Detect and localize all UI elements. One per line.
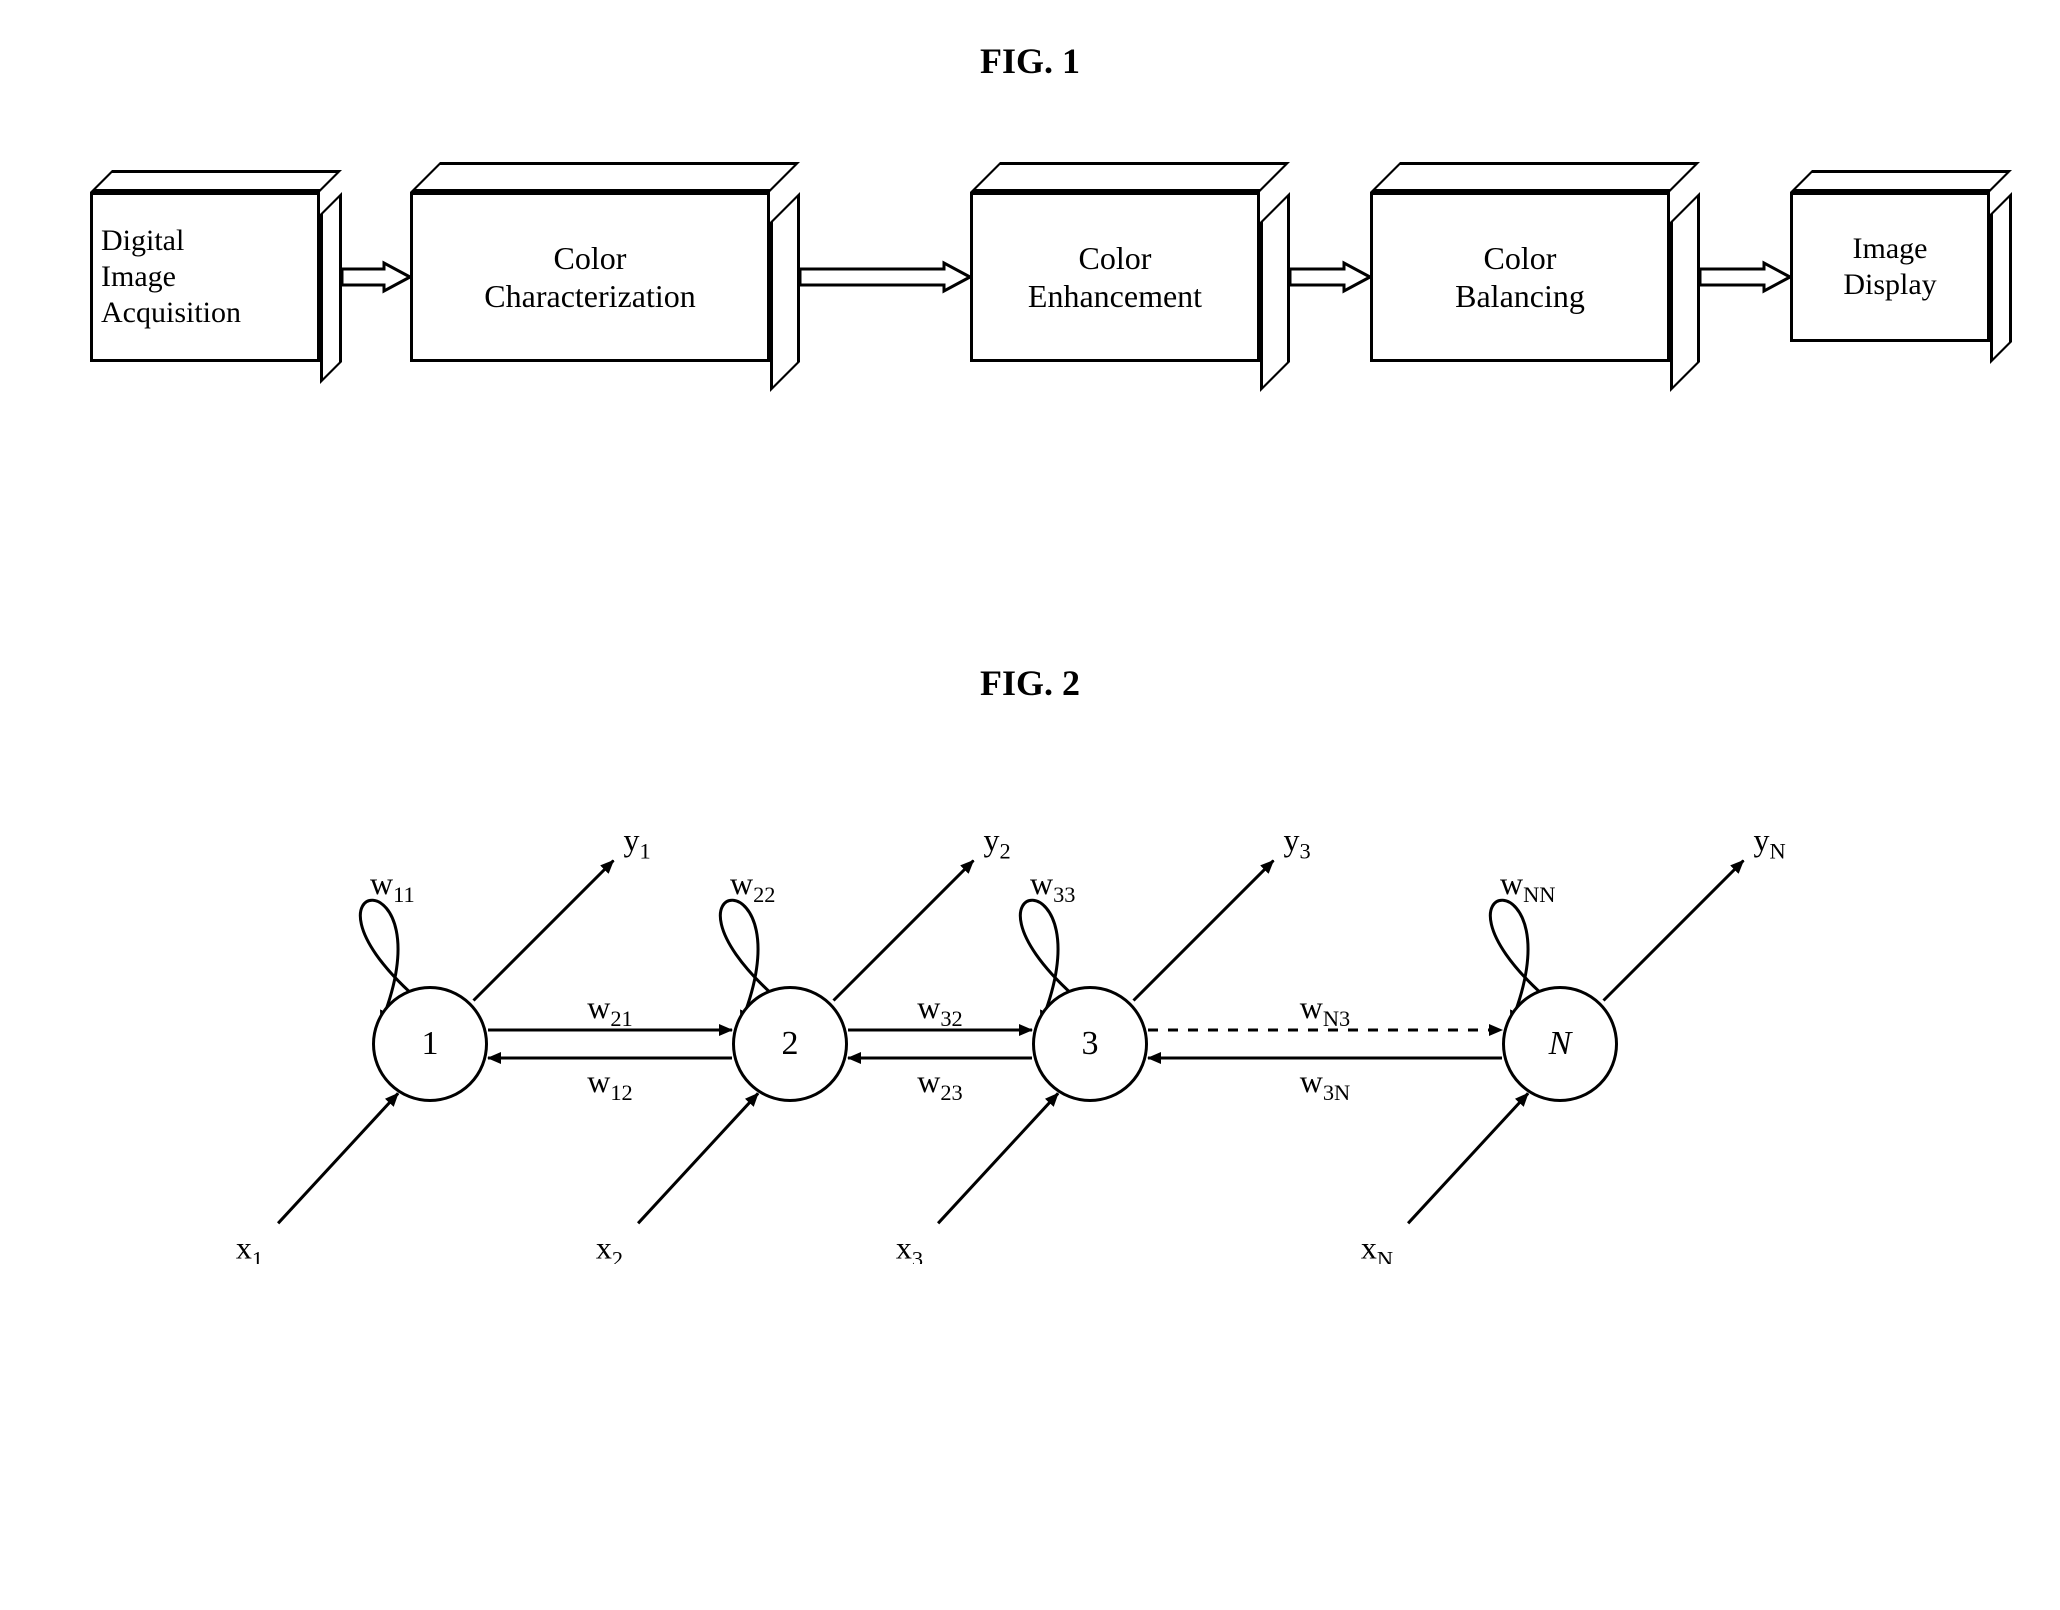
flow-arrow bbox=[1700, 259, 1790, 295]
flow-arrow bbox=[342, 259, 410, 295]
network-node: 1 bbox=[372, 986, 488, 1102]
flow-box-b5: ImageDisplay bbox=[1790, 170, 2012, 342]
flow-box-label: ColorCharacterization bbox=[410, 192, 770, 362]
network-node: N bbox=[1502, 986, 1618, 1102]
flow-box-b2: ColorCharacterization bbox=[410, 162, 800, 362]
fig2-title: FIG. 2 bbox=[40, 662, 2020, 704]
fig1-flowchart: DigitalImageAcquisition ColorCharacteriza… bbox=[50, 122, 2010, 402]
flow-arrow bbox=[800, 259, 970, 295]
flow-box-b3: ColorEnhancement bbox=[970, 162, 1290, 362]
flow-box-b4: ColorBalancing bbox=[1370, 162, 1700, 362]
flow-box-label: ColorBalancing bbox=[1370, 192, 1670, 362]
flow-box-label: DigitalImageAcquisition bbox=[90, 192, 320, 362]
network-node: 3 bbox=[1032, 986, 1148, 1102]
flow-box-b1: DigitalImageAcquisition bbox=[90, 170, 342, 362]
flow-box-label: ColorEnhancement bbox=[970, 192, 1260, 362]
fig1-title: FIG. 1 bbox=[40, 40, 2020, 82]
network-node: 2 bbox=[732, 986, 848, 1102]
flow-arrow bbox=[1290, 259, 1370, 295]
flow-box-label: ImageDisplay bbox=[1790, 192, 1990, 342]
fig2-network: w11w22w33wNNw21w32wN3w12w23w3Ny1y2y3yNx1… bbox=[230, 744, 1830, 1264]
